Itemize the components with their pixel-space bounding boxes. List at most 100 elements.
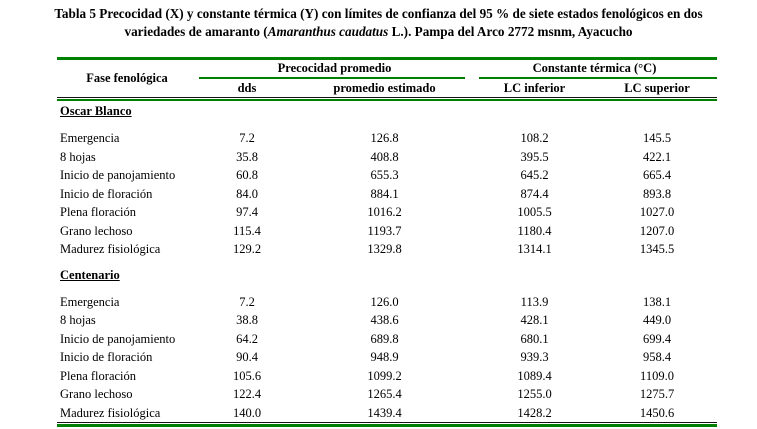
cell-dds: 35.8 — [236, 149, 258, 164]
cell-dds: 64.2 — [236, 331, 258, 346]
section-title: Oscar Blanco — [60, 104, 132, 119]
header-lc-superior: LC superior — [624, 80, 690, 95]
caption-line1: Tabla 5 Precocidad (X) y constante térmi… — [54, 6, 703, 21]
cell-fase: Grano lechoso — [60, 223, 133, 238]
cell-fase: Madurez fisiológica — [60, 405, 161, 420]
section-title-row: Centenario — [57, 265, 717, 285]
table-body: Oscar Blanco Emergencia 7.2 126.8 108.2 … — [57, 101, 717, 422]
cell-dds: 38.8 — [236, 313, 258, 328]
cell-dds: 7.2 — [239, 294, 255, 309]
table-row: Grano lechoso 115.4 1193.7 1180.4 1207.0 — [57, 222, 717, 241]
cell-lc-inferior: 1089.4 — [517, 368, 552, 383]
cell-fase: Inicio de floración — [60, 350, 153, 365]
table-row: Emergencia 7.2 126.8 108.2 145.5 — [57, 129, 717, 148]
section-rows: Emergencia 7.2 126.0 113.9 138.1 8 hojas… — [57, 293, 717, 423]
cell-fase: Plena floración — [60, 205, 137, 220]
cell-promedio-estimado: 884.1 — [370, 186, 399, 201]
header-separator-green-line — [57, 99, 717, 102]
cell-dds: 90.4 — [236, 350, 258, 365]
header-lc-inferior: LC inferior — [503, 80, 566, 95]
cell-lc-superior: 1207.0 — [639, 223, 675, 238]
table-caption: Tabla 5 Precocidad (X) y constante térmi… — [0, 0, 757, 40]
cell-lc-inferior: 874.4 — [520, 186, 549, 201]
header-dds: dds — [237, 80, 257, 95]
table-row: Inicio de floración 84.0 884.1 874.4 893… — [57, 185, 717, 204]
cell-lc-superior: 699.4 — [642, 331, 672, 346]
table-row: Inicio de floración 90.4 948.9 939.3 958… — [57, 348, 717, 367]
caption-line2-post: L.). Pampa del Arco 2772 msnm, Ayacucho — [388, 23, 633, 39]
cell-lc-superior: 1345.5 — [639, 242, 675, 257]
caption-species-name: Amaranthus caudatus — [267, 23, 389, 39]
cell-promedio-estimado: 438.6 — [370, 313, 399, 328]
cell-lc-superior: 422.1 — [642, 149, 672, 164]
table-row: Plena floración 105.6 1099.2 1089.4 1109… — [57, 367, 717, 386]
cell-lc-superior: 1450.6 — [639, 405, 675, 420]
cell-lc-superior: 1109.0 — [640, 368, 674, 383]
cell-promedio-estimado: 1439.4 — [367, 405, 402, 420]
cell-dds: 122.4 — [232, 387, 262, 402]
table-bottom-green-line — [57, 424, 717, 427]
cell-dds: 140.0 — [232, 405, 262, 420]
cell-fase: Inicio de panojamiento — [60, 168, 176, 183]
header-fase-label: Fase fenológica — [86, 71, 168, 85]
table-section: Centenario Emergencia 7.2 126.0 113.9 13… — [57, 265, 717, 423]
section-rows: Emergencia 7.2 126.8 108.2 145.5 8 hojas… — [57, 129, 717, 259]
cell-promedio-estimado: 655.3 — [370, 168, 399, 183]
cell-lc-superior: 449.0 — [642, 313, 672, 328]
table-row: Emergencia 7.2 126.0 113.9 138.1 — [57, 293, 717, 312]
cell-dds: 7.2 — [239, 131, 255, 146]
cell-dds: 60.8 — [236, 168, 258, 183]
caption-line2-pre: variedades de amaranto ( — [124, 23, 268, 39]
cell-promedio-estimado: 1329.8 — [367, 242, 402, 257]
cell-lc-superior: 893.8 — [642, 186, 672, 201]
cell-lc-inferior: 1255.0 — [517, 387, 552, 402]
section-title: Centenario — [60, 267, 120, 282]
cell-dds: 105.6 — [232, 368, 262, 383]
header-promedio-estimado: promedio estimado — [333, 80, 436, 95]
table-row: 8 hojas 35.8 408.8 395.5 422.1 — [57, 148, 717, 167]
cell-fase: Emergencia — [60, 294, 120, 309]
cell-fase: Madurez fisiológica — [60, 242, 161, 257]
table-row: Plena floración 97.4 1016.2 1005.5 1027.… — [57, 203, 717, 222]
data-table: Fase fenológica Precocidad promedio Cons… — [57, 57, 717, 427]
cell-lc-inferior: 113.9 — [520, 294, 549, 309]
cell-dds: 129.2 — [232, 242, 262, 257]
table-row: Grano lechoso 122.4 1265.4 1255.0 1275.7 — [57, 385, 717, 404]
cell-lc-inferior: 395.5 — [520, 149, 549, 164]
group-underline — [199, 77, 465, 79]
cell-lc-inferior: 1314.1 — [517, 242, 552, 257]
cell-lc-inferior: 939.3 — [520, 350, 549, 365]
cell-lc-superior: 138.1 — [642, 294, 672, 309]
cell-promedio-estimado: 1099.2 — [367, 368, 402, 383]
cell-lc-inferior: 428.1 — [520, 313, 549, 328]
table-row: Inicio de panojamiento 60.8 655.3 645.2 … — [57, 166, 717, 185]
cell-lc-inferior: 108.2 — [520, 131, 549, 146]
header-group-constante-termica: Constante térmica (°C) — [472, 60, 717, 79]
cell-dds: 97.4 — [236, 205, 258, 220]
cell-promedio-estimado: 689.8 — [370, 331, 399, 346]
table-row: Madurez fisiológica 129.2 1329.8 1314.1 … — [57, 240, 717, 259]
header-fase-fenologica: Fase fenológica — [57, 60, 197, 97]
cell-promedio-estimado: 408.8 — [370, 149, 399, 164]
cell-fase: Grano lechoso — [60, 387, 133, 402]
cell-promedio-estimado: 1265.4 — [367, 387, 402, 402]
cell-lc-inferior: 645.2 — [520, 168, 549, 183]
cell-fase: Emergencia — [60, 131, 120, 146]
section-title-row: Oscar Blanco — [57, 101, 717, 121]
cell-dds: 115.4 — [233, 223, 261, 238]
cell-lc-superior: 665.4 — [642, 168, 672, 183]
cell-lc-inferior: 1005.5 — [517, 205, 552, 220]
table-header: Fase fenológica Precocidad promedio Cons… — [57, 57, 717, 97]
group-underline — [479, 77, 717, 79]
cell-lc-inferior: 1428.2 — [517, 405, 552, 420]
cell-fase: Plena floración — [60, 368, 137, 383]
cell-lc-superior: 958.4 — [642, 350, 672, 365]
cell-lc-superior: 145.5 — [642, 131, 672, 146]
header-group-precocidad-label: Precocidad promedio — [277, 61, 392, 75]
header-separator-line — [57, 97, 717, 102]
cell-promedio-estimado: 1193.7 — [367, 223, 402, 238]
table-bottom-line — [57, 422, 717, 427]
cell-promedio-estimado: 1016.2 — [367, 205, 402, 220]
cell-lc-superior: 1275.7 — [639, 387, 675, 402]
